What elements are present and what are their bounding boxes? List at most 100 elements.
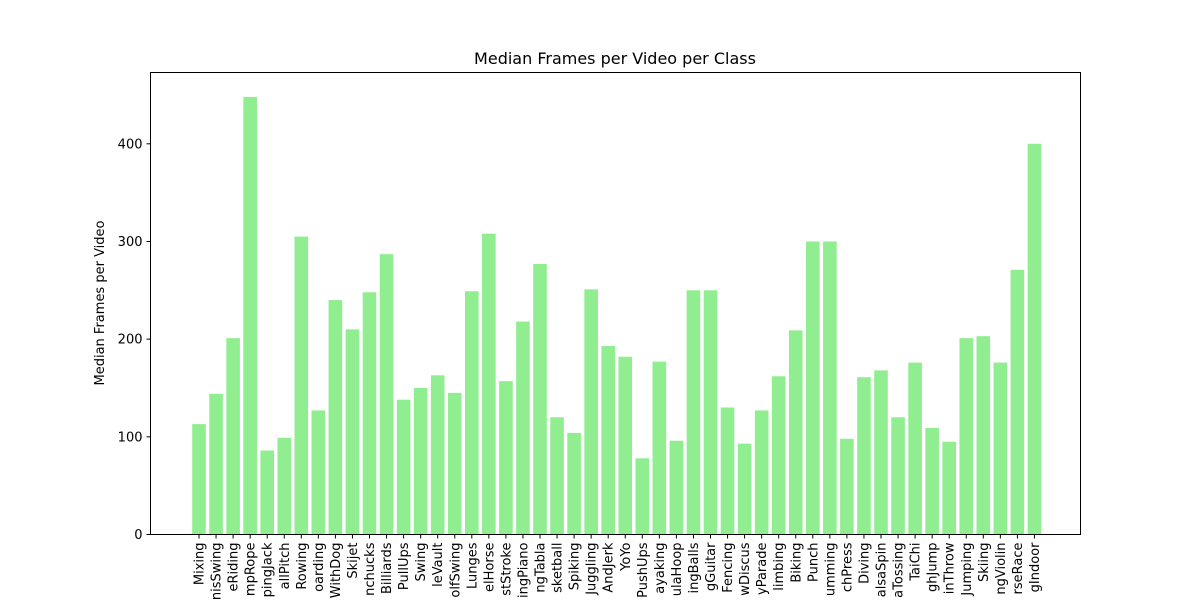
x-tick-label: oarding <box>312 543 327 592</box>
bar-JavelinThrow <box>942 441 956 535</box>
x-tick-label: chPress <box>840 542 855 592</box>
bar-TennisSwing <box>209 393 223 535</box>
x-tick-label: mpRope <box>244 543 259 597</box>
x-tick-label: Skiing <box>977 543 992 583</box>
bar-Skateboarding <box>311 410 326 535</box>
x-axis-ticks: Mixing nisSwing eRiding mpRope pingJack allPi… <box>193 534 1043 600</box>
bar-Skiing <box>976 336 991 535</box>
bar-Biking <box>788 330 803 535</box>
bar-Billiards <box>379 254 394 535</box>
x-tick-label: Mixing <box>193 543 208 586</box>
bar-Fencing <box>720 407 735 535</box>
bar-WalkingWithDog <box>328 300 343 535</box>
x-tick-label: ayaking <box>653 543 668 594</box>
x-tick-label: Rowing <box>295 543 310 590</box>
bar-JumpRope <box>243 96 257 535</box>
x-tick-label: Diving <box>857 543 872 584</box>
bar-CleanAndJerk <box>601 345 615 535</box>
x-tick-label: Billiards <box>380 542 395 594</box>
bar-Mixing <box>192 424 206 535</box>
x-tick-label: Jumping <box>960 543 975 597</box>
x-tick-label: elHorse <box>482 543 497 592</box>
x-tick-label: nisSwing <box>210 543 225 600</box>
bar-Punch <box>806 241 820 535</box>
x-tick-label: gIndoor <box>1028 542 1043 592</box>
x-tick-label: ghJump <box>926 543 941 592</box>
x-tick-label: eRiding <box>227 543 242 592</box>
x-tick-label: Skijet <box>346 543 361 579</box>
y-tick-label: 200 <box>118 333 143 348</box>
y-tick-label: 400 <box>118 137 143 152</box>
x-tick-label: alsaSpin <box>875 543 890 598</box>
x-tick-label: ulaHoop <box>670 543 685 597</box>
y-tick-label: 300 <box>118 235 143 250</box>
bar-Nunchucks <box>362 292 377 535</box>
x-tick-label: YoYo <box>619 542 634 571</box>
x-tick-label: stStroke <box>499 543 514 596</box>
x-tick-label: inThrow <box>943 542 958 594</box>
x-tick-label: nchucks <box>363 542 378 596</box>
bar-PlayingGuitar <box>703 290 718 535</box>
x-tick-label: PushUps <box>636 542 651 598</box>
x-tick-label: Spiking <box>568 543 583 591</box>
x-tick-label: rseRace <box>1011 543 1026 595</box>
bar-Basketball <box>550 417 564 535</box>
bar-HulaHoop <box>669 440 684 535</box>
y-axis-label: Median Frames per Video <box>93 220 108 385</box>
bar-MilitaryParade <box>754 410 769 535</box>
x-tick-label: Punch <box>806 543 821 582</box>
x-tick-label: aTossing <box>892 543 907 598</box>
bar-VolleyballSpiking <box>567 432 581 535</box>
x-tick-label: Fencing <box>721 543 736 593</box>
x-tick-label: ngTabla <box>534 543 549 593</box>
x-tick-label: gGuitar <box>704 542 719 591</box>
bar-PoleVault <box>430 375 445 535</box>
bar-ThrowDiscus <box>737 443 752 535</box>
bar-Drumming <box>823 241 837 535</box>
bar-Lunges <box>465 291 479 535</box>
x-tick-label: PullUps <box>397 542 412 590</box>
bar-PullUps <box>396 399 411 535</box>
y-tick-label: 0 <box>134 528 142 543</box>
bar-SalsaSpin <box>874 370 888 535</box>
x-tick-label: WithDog <box>329 543 344 599</box>
x-tick-label: leVault <box>431 543 446 587</box>
x-tick-label: Juggling <box>585 543 600 596</box>
bar-Kayaking <box>652 361 667 535</box>
y-axis-ticks: 0 100 200 300 400 <box>118 137 151 543</box>
bar-JumpingJack <box>260 450 274 535</box>
bars-group <box>192 96 1042 535</box>
bar-PlayingTabla <box>533 263 547 535</box>
bar-Jumping <box>959 338 974 535</box>
x-tick-label: ngViolin <box>994 543 1009 595</box>
x-tick-label: Biking <box>789 543 804 583</box>
bar-Rowing <box>294 236 309 535</box>
x-tick-label: ingBalls <box>687 542 702 593</box>
x-tick-label: sketball <box>551 543 566 593</box>
x-tick-label: Swing <box>414 543 429 582</box>
bar-BaseballPitch <box>277 437 292 535</box>
y-tick-label: 100 <box>118 430 143 445</box>
x-tick-label: olfSwing <box>448 543 463 598</box>
bar-BreastStroke <box>499 381 513 535</box>
bar-BenchPress <box>840 438 854 535</box>
x-tick-label: ingPiano <box>516 542 531 597</box>
bar-HorseRiding <box>226 338 240 535</box>
bar-Skijet <box>345 329 360 535</box>
bar-PlayingPiano <box>516 321 530 535</box>
x-tick-label: limbing <box>772 543 787 591</box>
bar-PommelHorse <box>482 233 496 535</box>
bar-RockClimbingIndoor <box>1027 143 1042 535</box>
x-tick-label: allPitch <box>278 543 293 590</box>
bar-YoYo <box>618 356 633 535</box>
bar-Diving <box>857 377 871 535</box>
x-tick-label: TaiChi <box>909 543 924 582</box>
bar-PushUps <box>635 458 650 535</box>
bar-GolfSwing <box>447 392 462 535</box>
bar-PlayingViolin <box>993 362 1008 535</box>
bar-JugglingBalls <box>686 290 701 535</box>
bar-HorseRace <box>1010 269 1025 535</box>
bar-TaiChi <box>908 362 922 535</box>
x-tick-label: yParade <box>755 543 770 595</box>
